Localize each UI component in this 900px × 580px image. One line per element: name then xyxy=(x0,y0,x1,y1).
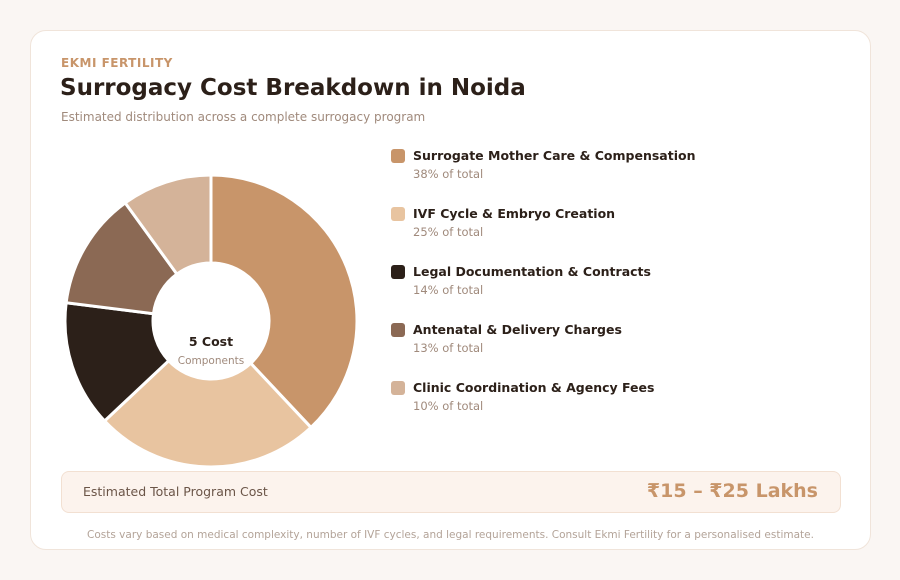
legend-label: Clinic Coordination & Agency Fees xyxy=(413,380,655,395)
legend-swatch xyxy=(391,381,405,395)
total-value: ₹15 – ₹25 Lakhs xyxy=(646,480,818,502)
legend-percent: 10% of total xyxy=(413,399,484,413)
legend: Surrogate Mother Care & Compensation 38% … xyxy=(391,147,696,437)
brand-label: EKMI FERTILITY xyxy=(61,56,173,70)
page-title: Surrogacy Cost Breakdown in Noida xyxy=(60,75,526,101)
legend-item: IVF Cycle & Embryo Creation 25% of total xyxy=(391,205,696,263)
center-value: 5 Cost xyxy=(189,334,233,349)
donut-chart: 5 Cost Components xyxy=(63,173,359,469)
legend-percent: 25% of total xyxy=(413,225,484,239)
footer-note: Costs vary based on medical complexity, … xyxy=(87,529,814,541)
legend-item: Legal Documentation & Contracts 14% of to… xyxy=(391,263,696,321)
legend-swatch xyxy=(391,323,405,337)
total-cost-box: Estimated Total Program Cost ₹15 – ₹25 L… xyxy=(61,471,841,513)
legend-percent: 13% of total xyxy=(413,341,484,355)
legend-percent: 38% of total xyxy=(413,167,484,181)
legend-item: Surrogate Mother Care & Compensation 38% … xyxy=(391,147,696,205)
legend-swatch xyxy=(391,207,405,221)
legend-item: Antenatal & Delivery Charges 13% of total xyxy=(391,321,696,379)
legend-label: Surrogate Mother Care & Compensation xyxy=(413,148,696,163)
legend-label: Antenatal & Delivery Charges xyxy=(413,322,622,337)
legend-label: Legal Documentation & Contracts xyxy=(413,264,651,279)
total-label: Estimated Total Program Cost xyxy=(83,484,268,499)
legend-swatch xyxy=(391,149,405,163)
center-caption: Components xyxy=(178,355,244,367)
legend-label: IVF Cycle & Embryo Creation xyxy=(413,206,616,221)
slice-4[interactable] xyxy=(123,173,213,277)
legend-item: Clinic Coordination & Agency Fees 10% of … xyxy=(391,379,696,437)
legend-percent: 14% of total xyxy=(413,283,484,297)
legend-swatch xyxy=(391,265,405,279)
cost-card: EKMI FERTILITY Surrogacy Cost Breakdown … xyxy=(30,30,871,550)
page-subtitle: Estimated distribution across a complete… xyxy=(61,110,426,124)
slice-1[interactable] xyxy=(102,358,314,469)
slice-0[interactable] xyxy=(209,173,359,430)
